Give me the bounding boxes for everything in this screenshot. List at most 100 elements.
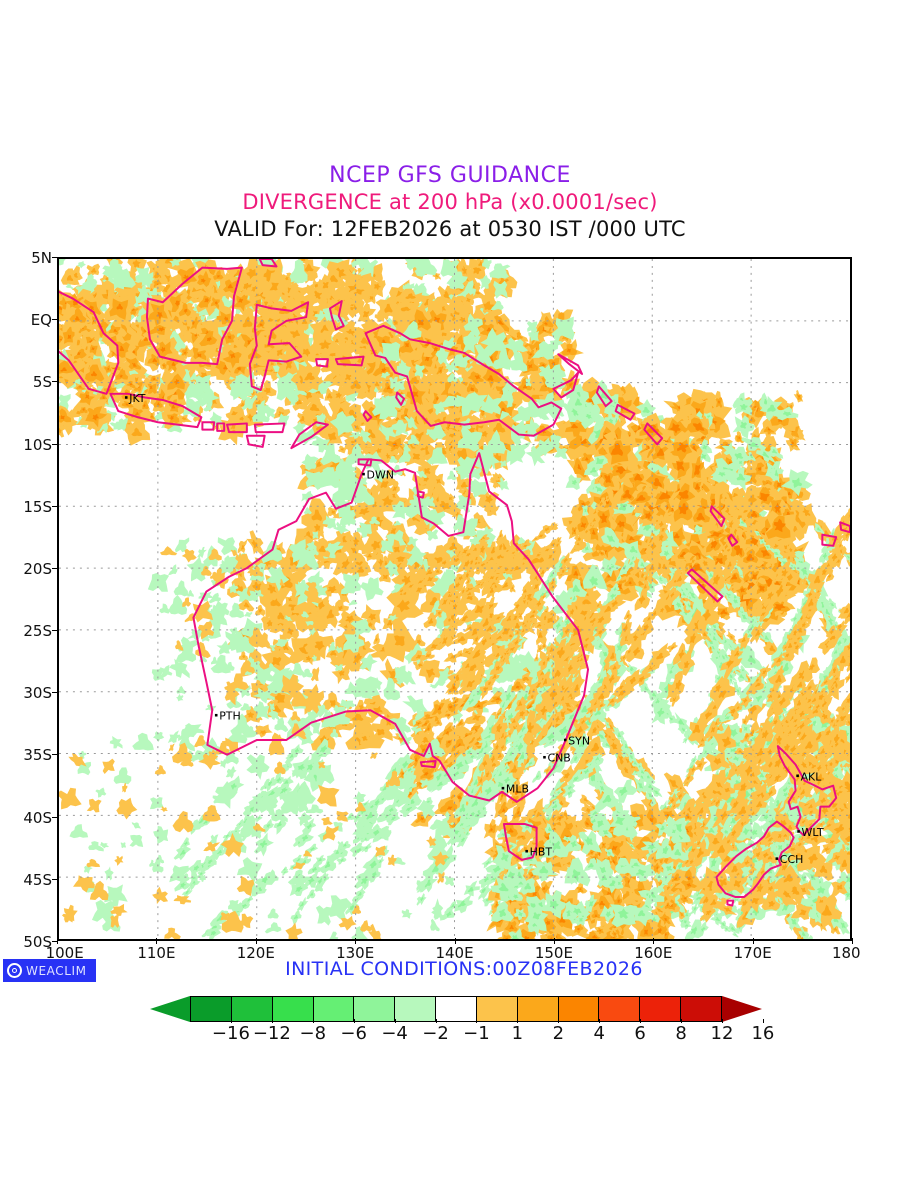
x-axis-tick-label: 150E	[534, 944, 573, 962]
y-axis-tick-label: 20S	[23, 559, 52, 578]
x-axis-tick	[57, 938, 58, 944]
y-axis-tick-label: 35S	[23, 746, 52, 765]
city-dot	[543, 755, 546, 759]
colorbar-tick	[435, 1019, 437, 1023]
x-axis-tick	[653, 938, 655, 944]
y-axis-tick-label: 40S	[23, 808, 52, 827]
colorbar-segment	[640, 997, 682, 1021]
city-dot	[214, 713, 218, 717]
city-label: CCH	[780, 853, 804, 866]
colorbar-tick	[230, 1019, 232, 1023]
colorbar-tick-label: −16	[211, 1023, 250, 1044]
colorbar-tick	[722, 1019, 723, 1023]
colorbar-tick	[681, 1019, 683, 1023]
x-axis-tick-label: 130E	[336, 944, 375, 962]
city-label: CNB	[547, 752, 570, 765]
x-axis-tick-label: 100E	[45, 944, 84, 962]
colorbar-segment	[436, 997, 477, 1021]
city-label: PTH	[219, 710, 241, 723]
city-markers: JKT DWN PTH SYN CNB MLB HBT AKL WLT CCH	[124, 392, 824, 866]
colorbar-segment	[354, 997, 396, 1021]
y-axis-tick-label: 30S	[23, 684, 52, 703]
x-axis-tick-label: 160E	[634, 944, 673, 962]
initial-conditions-label: INITIAL CONDITIONS:00Z08FEB2026	[285, 958, 643, 980]
colorbar-segment	[599, 997, 641, 1021]
y-axis-tick	[52, 816, 58, 818]
colorbar-tick-label: −8	[299, 1023, 327, 1044]
colorbar-tick-label: 8	[675, 1023, 687, 1044]
y-axis-tick	[52, 443, 58, 445]
y-axis-tick	[52, 567, 58, 569]
colorbar-segment	[191, 997, 232, 1021]
x-axis-tick	[553, 938, 555, 944]
city-label: AKL	[801, 770, 823, 783]
colorbar-tick-label: −4	[381, 1023, 408, 1044]
y-axis-tick	[52, 630, 58, 632]
city-dot	[775, 857, 779, 860]
colorbar-tick	[353, 1019, 355, 1023]
y-axis-tick	[52, 941, 58, 942]
city-label: MLB	[506, 783, 529, 796]
y-axis-tick-label: 15S	[23, 497, 52, 516]
colorbar-tick-label: 2	[552, 1023, 565, 1044]
y-axis-tick-label: 50S	[23, 933, 52, 951]
y-axis-tick	[52, 878, 58, 880]
colorbar-tick-label: −6	[340, 1023, 367, 1044]
colorbar-segment	[681, 997, 721, 1021]
x-axis-tick-label: 140E	[435, 944, 474, 962]
city-dot	[797, 830, 800, 833]
city-dot	[796, 774, 799, 778]
x-axis-tick	[156, 938, 158, 944]
colorbar-high-extend-arrow	[722, 996, 762, 1022]
city-label: DWN	[367, 469, 394, 482]
x-axis-tick-label: 110E	[137, 944, 176, 962]
y-axis-labels: 5N EQ 5S 10S 15S 20S 25S 30S 35S 40S 45S 50S	[0, 249, 58, 951]
colorbar-tick-label: 16	[751, 1023, 775, 1044]
city-label: HBT	[530, 846, 553, 859]
colorbar-tick	[762, 1019, 764, 1023]
city-label: SYN	[568, 734, 590, 747]
chart-subtitle: DIVERGENCE at 200 hPa (x0.0001/sec)	[242, 190, 658, 214]
x-axis-tick	[752, 938, 754, 944]
colorbar	[150, 996, 762, 1022]
colorbar-tick-label: 4	[593, 1023, 605, 1044]
city-dot	[124, 396, 128, 399]
coastlines	[59, 259, 850, 907]
x-axis-tick	[852, 938, 853, 944]
colorbar-tick	[394, 1019, 396, 1023]
y-axis-tick	[52, 692, 58, 694]
colorbar-segment	[272, 997, 314, 1021]
x-axis-labels: 100E 110E 120E 130E 140E 150E 160E 170E 180	[46, 938, 861, 966]
city-label: WLT	[802, 826, 824, 839]
colorbar-tick	[517, 1019, 519, 1023]
y-axis-tick	[52, 754, 58, 756]
weaclim-logo: WEACLIM	[3, 959, 96, 982]
page-title: NCEP GFS GUIDANCE	[329, 163, 571, 188]
y-axis-tick-label: 5S	[32, 373, 52, 392]
colorbar-segment	[231, 997, 273, 1021]
y-axis-tick	[52, 381, 58, 383]
colorbar-tick	[640, 1019, 642, 1023]
y-axis-tick	[52, 257, 58, 258]
colorbar-segments	[190, 996, 722, 1022]
colorbar-tick-label: 1	[511, 1023, 524, 1044]
weaclim-logo-text: WEACLIM	[26, 963, 87, 978]
x-axis-tick-label: 120E	[236, 944, 275, 962]
colorbar-tick	[312, 1019, 314, 1023]
colorbar-tick-labels: −16 −12 −8 −6 −4 −2 −1 1 2 4 6 8 12 16	[150, 1019, 774, 1047]
colorbar-segment	[313, 997, 355, 1021]
x-axis-tick	[454, 938, 456, 944]
y-axis-tick-label: 5N	[31, 249, 52, 267]
chart-title-block: NCEP GFS GUIDANCE DIVERGENCE at 200 hPa …	[0, 163, 900, 243]
city-dot	[362, 472, 365, 476]
divergence-field: JKT DWN PTH SYN CNB MLB HBT AKL WLT CCH	[59, 259, 850, 939]
y-axis-tick-label: 25S	[23, 622, 52, 641]
y-axis-tick-label: 10S	[23, 435, 52, 454]
colorbar-tick	[476, 1019, 478, 1023]
colorbar-segment	[395, 997, 437, 1021]
colorbar-segment	[476, 997, 518, 1021]
colorbar-tick-label: 12	[710, 1023, 734, 1044]
city-dot	[525, 849, 528, 853]
city-dot	[501, 786, 505, 790]
